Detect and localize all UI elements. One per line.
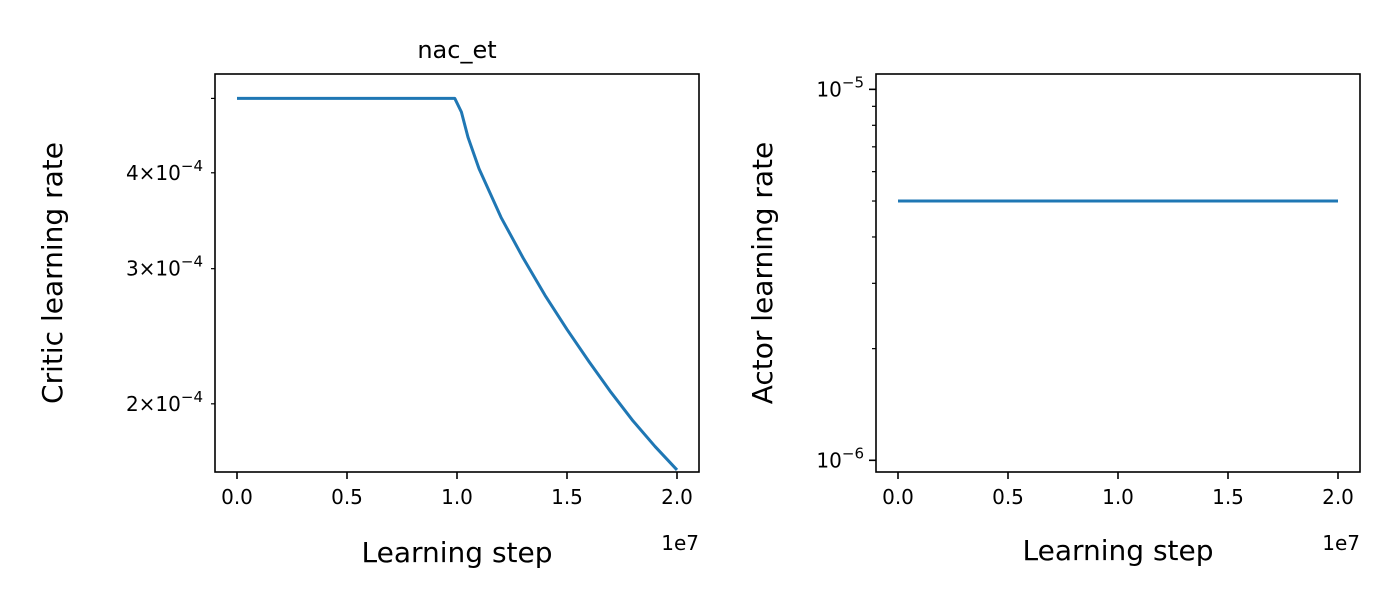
chart-title: nac_et bbox=[417, 36, 496, 64]
y-major-tick-label: 10−6 bbox=[816, 444, 864, 472]
x-tick-label: 0.5 bbox=[992, 485, 1024, 509]
critic-plot-frame bbox=[214, 73, 700, 473]
x-tick-label: 2.0 bbox=[1322, 485, 1354, 509]
y-minor-tick-label: 4×10−4 bbox=[126, 157, 203, 185]
y-minor-tick-label: 2×10−4 bbox=[126, 388, 203, 416]
actor-plot-frame bbox=[875, 73, 1361, 473]
critic-x-axis-label: Learning step bbox=[361, 536, 552, 569]
x-tick-label: 0.0 bbox=[221, 485, 253, 509]
actor-x-offset-label: 1e7 bbox=[1322, 531, 1360, 555]
x-tick-label: 2.0 bbox=[661, 485, 693, 509]
actor-x-axis-label: Learning step bbox=[1022, 534, 1213, 567]
x-tick-label: 1.5 bbox=[551, 485, 583, 509]
x-tick-label: 0.5 bbox=[331, 485, 363, 509]
x-tick-label: 1.0 bbox=[441, 485, 473, 509]
critic-y-axis-label: Critic learning rate bbox=[36, 142, 69, 404]
series-line bbox=[237, 96, 679, 471]
critic-x-offset-label: 1e7 bbox=[661, 531, 699, 555]
actor-axis-ticks: 0.0 0.5 1.0 1.5 2.0 10−6 10−5 bbox=[816, 73, 1353, 509]
x-tick-label: 0.0 bbox=[882, 485, 914, 509]
y-minor-tick-label: 3×10−4 bbox=[126, 253, 203, 281]
critic-series bbox=[237, 96, 679, 471]
y-major-tick-label: 10−5 bbox=[816, 73, 864, 101]
critic-lr-panel: nac_et 0.0 0.5 1.0 1.5 2.0 2×10−4 3×10−4 4×10−4… bbox=[36, 36, 700, 569]
critic-axis-ticks: 0.0 0.5 1.0 1.5 2.0 2×10−4 3×10−4 4×10−4 bbox=[126, 97, 693, 509]
x-tick-label: 1.5 bbox=[1212, 485, 1244, 509]
x-tick-label: 1.0 bbox=[1102, 485, 1134, 509]
actor-lr-panel: 0.0 0.5 1.0 1.5 2.0 10−6 10−5 Learning step 1e… bbox=[746, 73, 1361, 567]
actor-y-axis-label: Actor learning rate bbox=[746, 142, 779, 405]
